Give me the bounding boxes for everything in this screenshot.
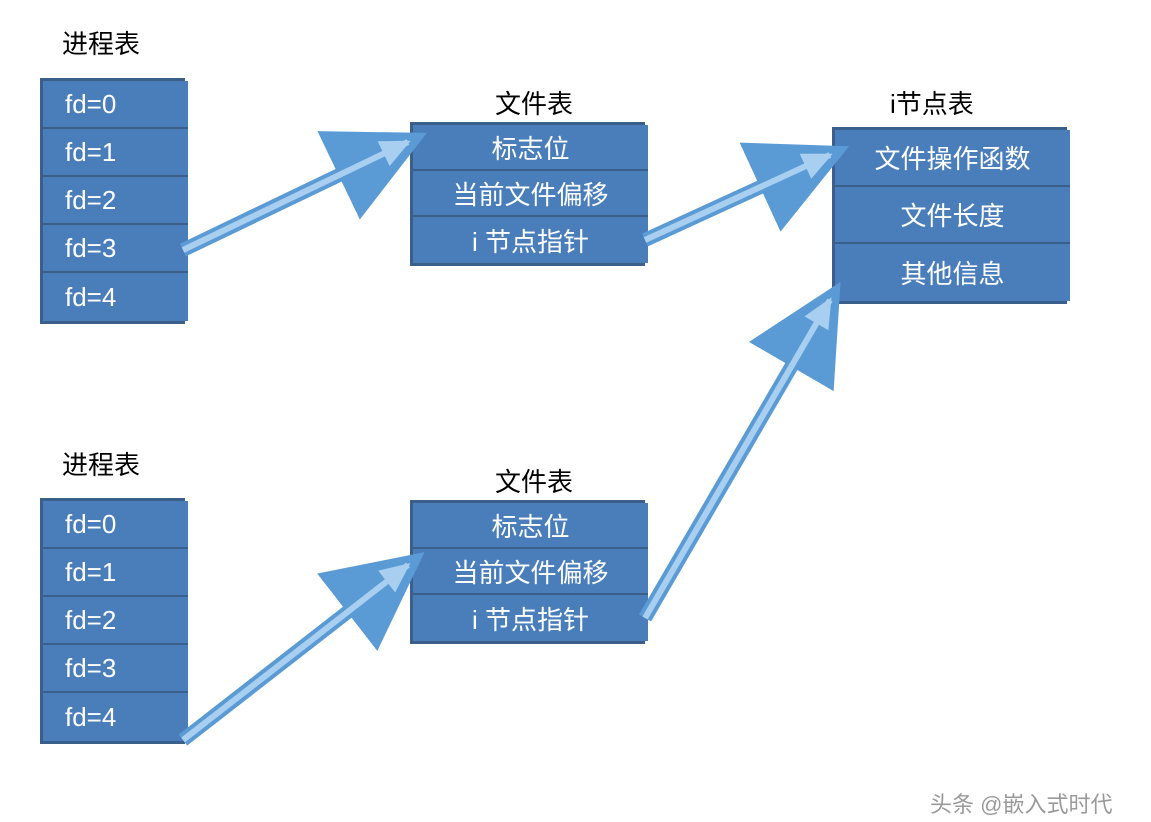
table-row: fd=2 [43,597,188,645]
table-row: 文件操作函数 [835,130,1070,187]
table-row: fd=3 [43,225,188,273]
table-row: 标志位 [413,503,648,549]
table-row: fd=1 [43,129,188,177]
process-table-2-title: 进程表 [62,445,140,482]
table-row: 其他信息 [835,244,1070,301]
file-table-1-title: 文件表 [495,84,573,121]
file-table-2: 标志位当前文件偏移i 节点指针 [410,500,645,644]
table-row: 当前文件偏移 [413,171,648,217]
file-table-2-title: 文件表 [495,462,573,499]
table-row: fd=3 [43,645,188,693]
table-row: 标志位 [413,125,648,171]
inode-table: 文件操作函数文件长度其他信息 [832,127,1067,304]
table-row: i 节点指针 [413,595,648,641]
process-table-2: fd=0fd=1fd=2fd=3fd=4 [40,498,185,744]
process-table-1: fd=0fd=1fd=2fd=3fd=4 [40,78,185,324]
table-row: fd=4 [43,693,188,741]
table-row: 文件长度 [835,187,1070,244]
table-row: i 节点指针 [413,217,648,263]
process-table-1-title: 进程表 [62,24,140,61]
table-row: 当前文件偏移 [413,549,648,595]
watermark: 头条 @嵌入式时代 [930,787,1112,819]
table-row: fd=2 [43,177,188,225]
table-row: fd=1 [43,549,188,597]
table-row: fd=4 [43,273,188,321]
table-row: fd=0 [43,81,188,129]
inode-table-title: i节点表 [890,84,974,121]
file-table-1: 标志位当前文件偏移i 节点指针 [410,122,645,266]
table-row: fd=0 [43,501,188,549]
